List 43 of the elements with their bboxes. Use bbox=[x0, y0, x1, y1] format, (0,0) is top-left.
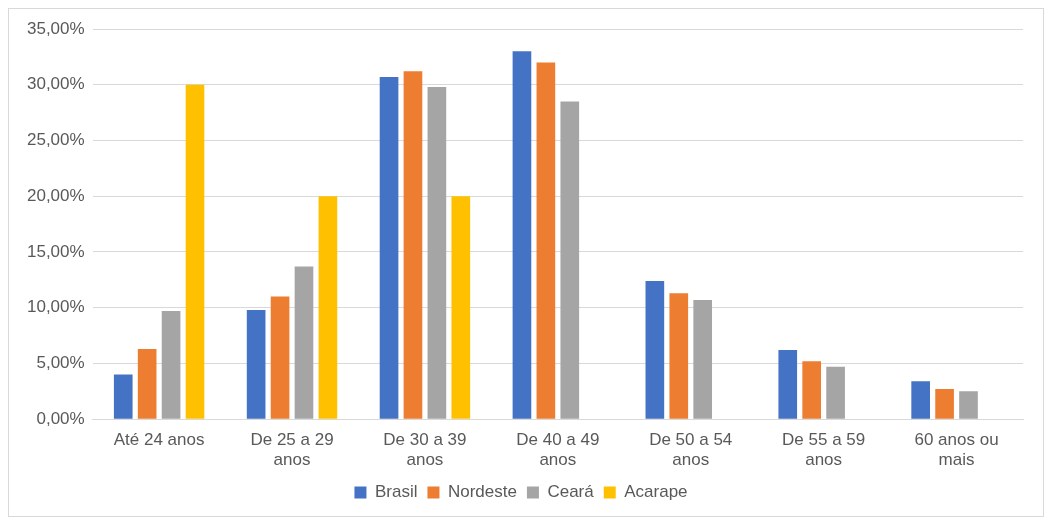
bar bbox=[693, 299, 713, 419]
bar bbox=[185, 84, 205, 419]
legend-label: Brasil bbox=[374, 482, 418, 502]
legend-label: Ceará bbox=[547, 482, 595, 502]
y-tick-label: 15,00% bbox=[26, 241, 85, 261]
x-tick-label: De 50 a 54 anos bbox=[649, 430, 733, 470]
y-tick-label: 20,00% bbox=[26, 185, 85, 205]
bar bbox=[318, 196, 338, 419]
bar bbox=[959, 391, 978, 419]
bar bbox=[560, 101, 580, 419]
bar bbox=[451, 196, 471, 419]
bar bbox=[536, 62, 556, 419]
bar bbox=[403, 71, 423, 419]
y-tick-label: 30,00% bbox=[26, 74, 85, 94]
bar bbox=[669, 293, 689, 419]
x-tick-label: De 40 a 49 anos bbox=[516, 430, 600, 470]
bar bbox=[935, 389, 954, 419]
bar bbox=[427, 86, 447, 419]
bar bbox=[161, 311, 181, 419]
bar bbox=[379, 76, 399, 419]
bar bbox=[113, 374, 133, 419]
y-tick-label: 0,00% bbox=[36, 408, 85, 428]
x-tick-label: De 30 a 39 anos bbox=[383, 430, 467, 470]
bar bbox=[911, 381, 930, 419]
bar bbox=[778, 350, 798, 419]
bar bbox=[645, 280, 665, 419]
bar bbox=[512, 51, 532, 419]
bar bbox=[826, 366, 845, 419]
bar bbox=[270, 296, 290, 419]
bar bbox=[246, 309, 266, 419]
y-tick-label: 10,00% bbox=[26, 297, 85, 317]
y-tick-label: 25,00% bbox=[26, 130, 85, 150]
legend-label: Acarape bbox=[624, 482, 688, 502]
bar bbox=[294, 266, 314, 419]
y-tick-label: 35,00% bbox=[26, 18, 85, 38]
x-tick-label: De 55 a 59 anos bbox=[782, 430, 866, 470]
legend-label: Nordeste bbox=[447, 482, 517, 502]
y-tick-label: 5,00% bbox=[36, 353, 85, 373]
bar bbox=[137, 348, 157, 419]
x-tick-label: 60 anos ou mais bbox=[914, 430, 999, 470]
x-tick-label: Até 24 anos bbox=[113, 430, 205, 450]
bar bbox=[802, 361, 822, 419]
x-tick-label: De 25 a 29 anos bbox=[250, 430, 334, 470]
